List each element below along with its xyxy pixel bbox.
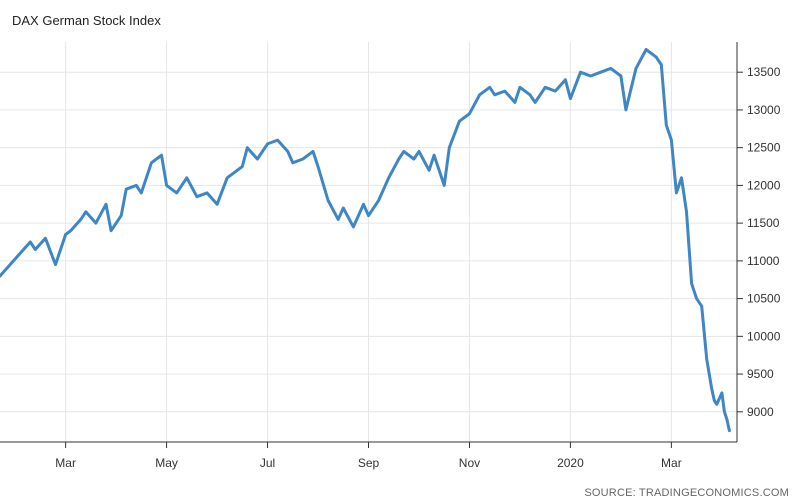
y-tick-label: 12000 bbox=[747, 178, 781, 192]
y-tick-label: 10500 bbox=[747, 292, 781, 306]
x-tick-label: Sep bbox=[358, 456, 380, 470]
y-tick-label: 11500 bbox=[747, 216, 780, 230]
x-axis-ticks: Mar May Jul Sep Nov 2020 Mar bbox=[55, 442, 682, 470]
x-tick-label: Nov bbox=[459, 456, 480, 470]
y-tick-label: 12500 bbox=[747, 141, 781, 155]
grid-lines bbox=[0, 42, 737, 442]
series-layer bbox=[0, 48, 731, 433]
x-tick-label: Mar bbox=[55, 456, 76, 470]
x-tick-label: Mar bbox=[661, 456, 682, 470]
x-tick-label: 2020 bbox=[557, 456, 584, 470]
y-tick-label: 9000 bbox=[747, 405, 774, 419]
x-tick-label: May bbox=[155, 456, 178, 470]
source-credit: SOURCE: TRADINGECONOMICS.COM bbox=[584, 487, 789, 499]
chart-title: DAX German Stock Index bbox=[12, 13, 161, 28]
y-tick-label: 9500 bbox=[747, 367, 774, 381]
series-line bbox=[0, 48, 731, 433]
y-tick-label: 13500 bbox=[747, 65, 781, 79]
y-axis-ticks: 9000 9500 10000 10500 11000 11500 12000 12500 13… bbox=[737, 65, 781, 419]
y-tick-label: 11000 bbox=[747, 254, 780, 268]
y-tick-label: 13000 bbox=[747, 103, 781, 117]
y-tick-label: 10000 bbox=[747, 329, 781, 343]
x-tick-label: Jul bbox=[260, 456, 275, 470]
